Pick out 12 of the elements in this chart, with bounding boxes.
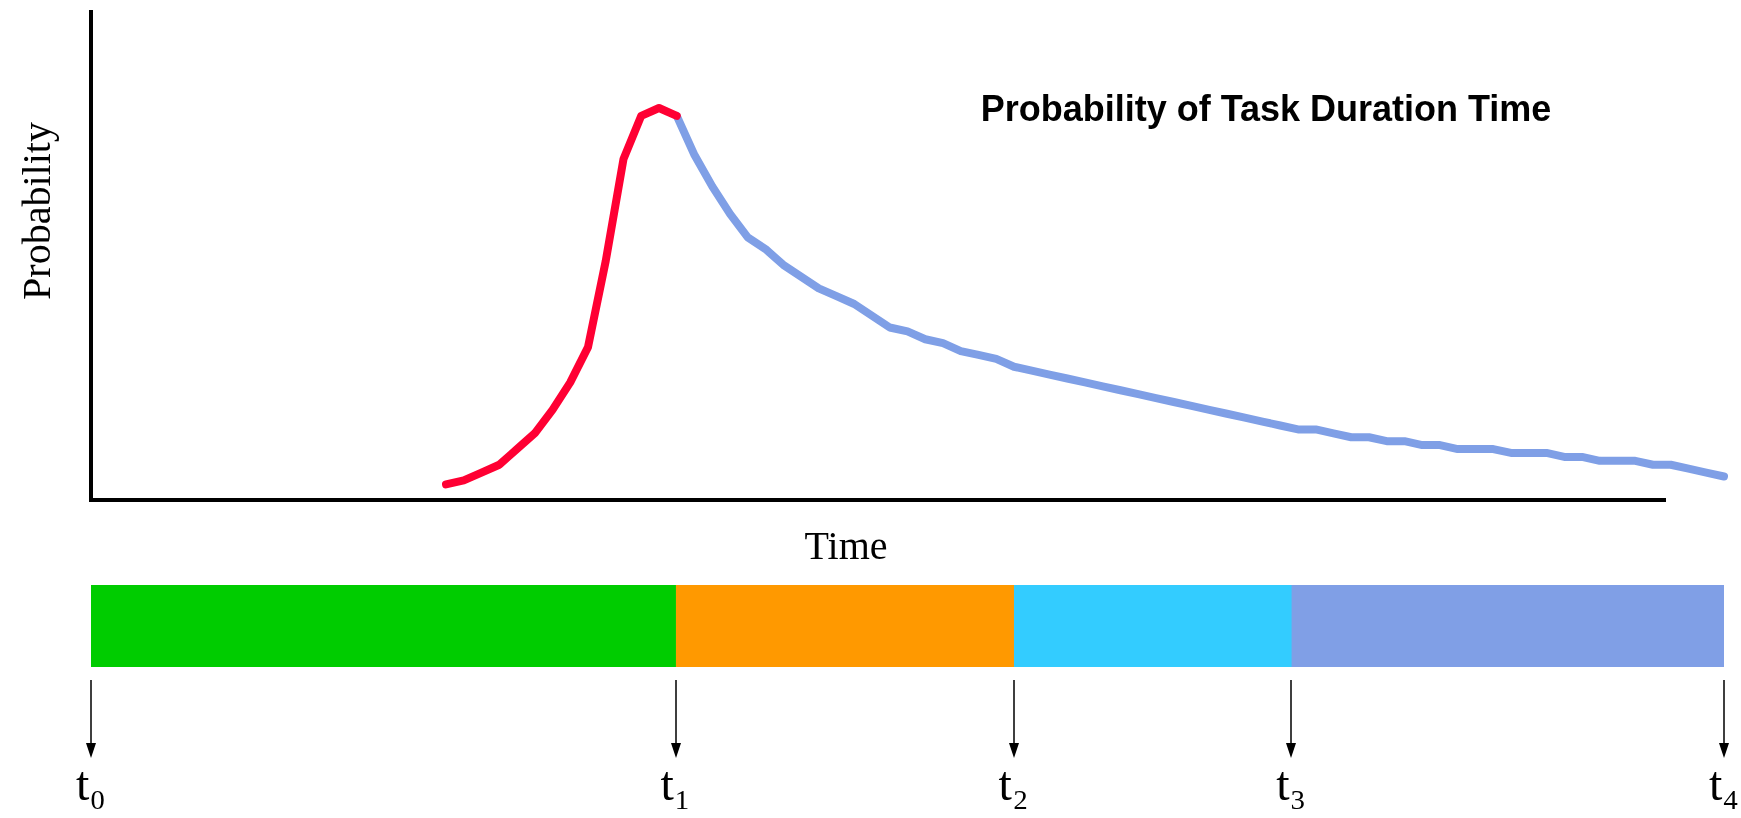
bar bbox=[675, 585, 1014, 667]
chart-title: Probability of Task Duration Time bbox=[980, 87, 1552, 129]
bar bbox=[1290, 585, 1724, 667]
bar bbox=[1013, 585, 1292, 667]
text: t₁ bbox=[660, 757, 691, 810]
text: t₃ bbox=[1276, 757, 1307, 810]
bar bbox=[91, 585, 676, 667]
y-axis-title: Probability bbox=[13, 122, 59, 300]
text: t₄ bbox=[1708, 757, 1740, 810]
x-axis-title: Time bbox=[804, 522, 888, 568]
text: t₂ bbox=[998, 757, 1029, 810]
text: t₀ bbox=[75, 757, 107, 810]
